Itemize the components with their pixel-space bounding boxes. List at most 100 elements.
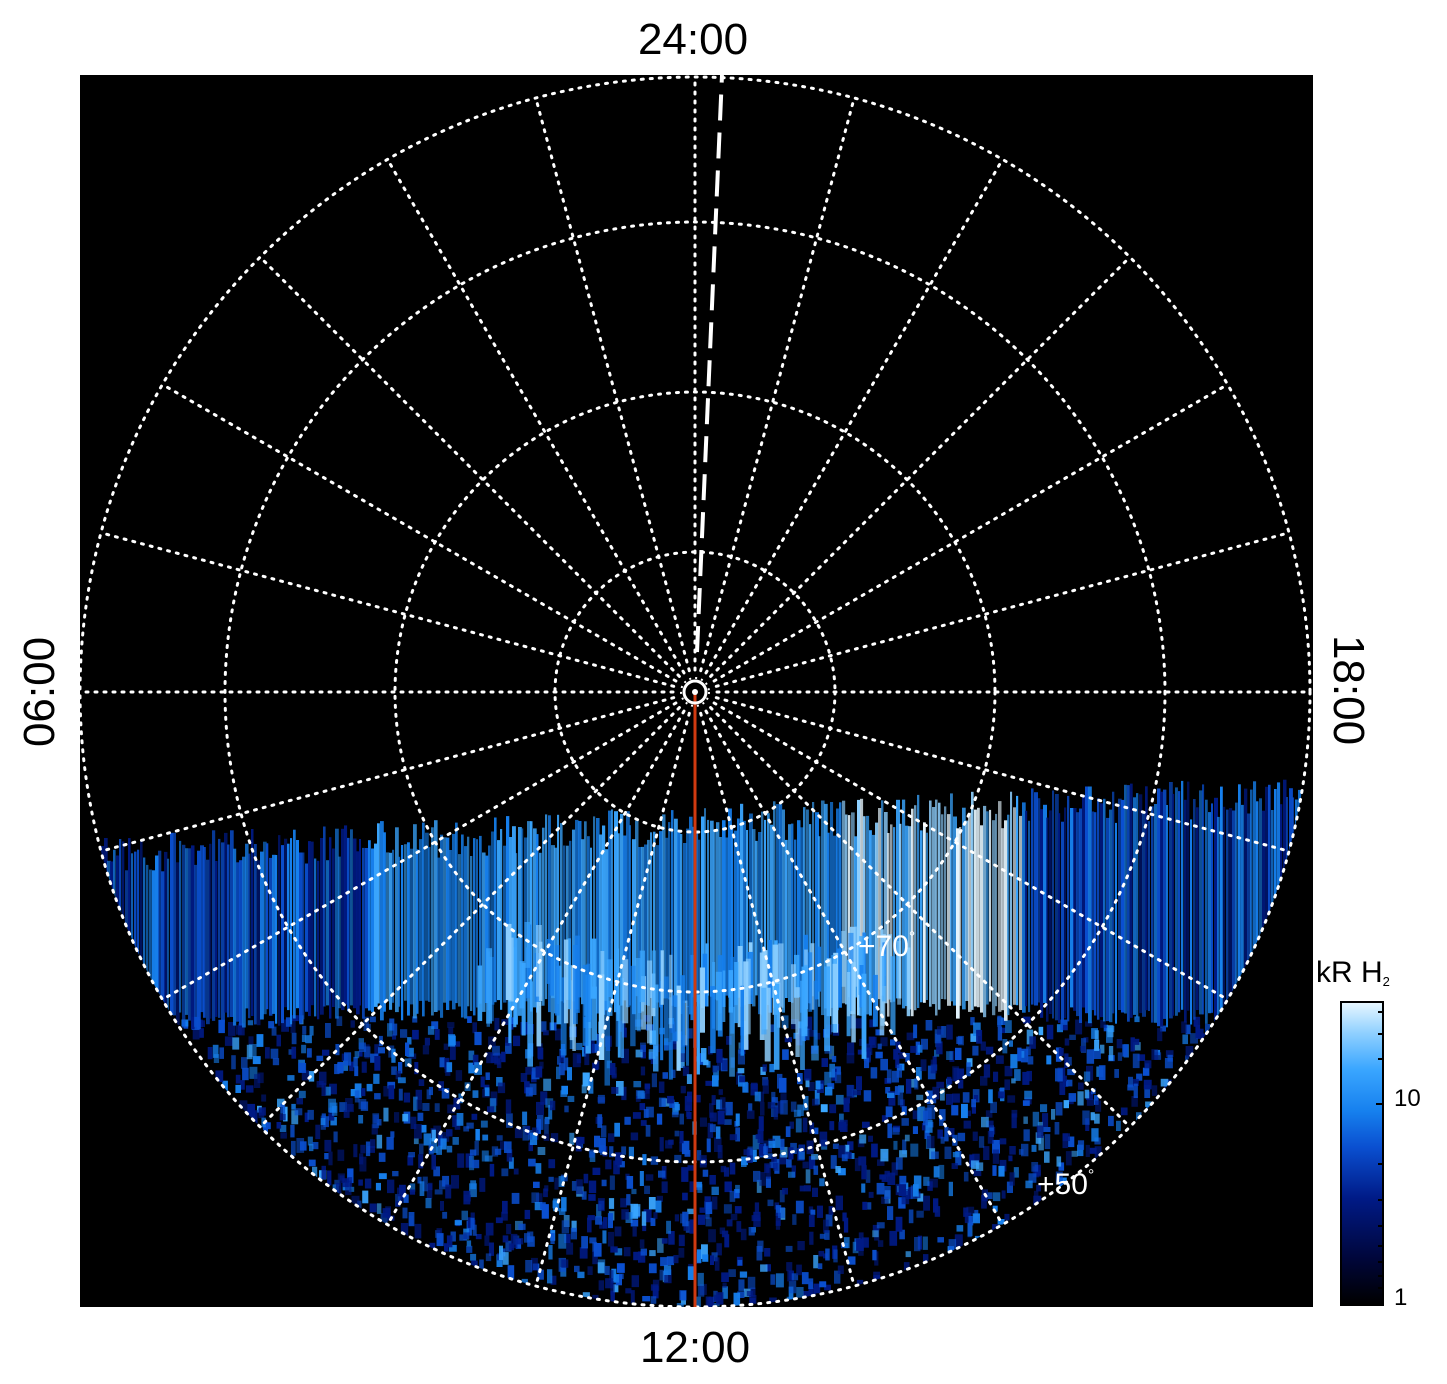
emission-speckle: [707, 1297, 713, 1307]
emission-speckle: [711, 1186, 719, 1195]
auroral-band-streak: [344, 825, 348, 1005]
emission-speckle: [602, 1217, 608, 1229]
emission-speckle: [1084, 1089, 1090, 1099]
emission-speckle: [876, 1222, 885, 1229]
emission-speckle: [796, 1287, 804, 1298]
meridian-line: [704, 709, 1004, 1227]
emission-speckle: [946, 1093, 953, 1105]
emission-speckle: [601, 1125, 607, 1138]
emission-speckle: [724, 1234, 730, 1248]
auroral-band-streak: [188, 848, 191, 1021]
latitude-label-50: +50°: [1037, 1167, 1095, 1201]
emission-speckle: [914, 1237, 921, 1252]
emission-speckle: [245, 1085, 254, 1093]
emission-speckle: [810, 1209, 816, 1215]
emission-speckle: [561, 1197, 567, 1212]
auroral-band-streak: [575, 819, 579, 1010]
emission-speckle: [1026, 1046, 1031, 1056]
emission-speckle: [753, 1217, 761, 1227]
emission-speckle: [294, 1108, 303, 1116]
auroral-band-streak: [959, 827, 962, 1006]
emission-speckle: [641, 1211, 647, 1226]
auroral-band-streak: [419, 839, 423, 1001]
auroral-band-streak: [1286, 797, 1288, 1027]
emission-speckle: [482, 1134, 489, 1141]
emission-speckle: [643, 1015, 651, 1022]
emission-speckle: [754, 1091, 761, 1102]
emission-speckle: [358, 1051, 363, 1057]
emission-speckle: [1116, 1039, 1123, 1049]
auroral-band-streak: [860, 798, 864, 1008]
emission-speckle: [1185, 1046, 1194, 1058]
auroral-band-streak: [1022, 802, 1026, 1013]
emission-speckle: [524, 1209, 531, 1220]
emission-speckle: [999, 1159, 1007, 1172]
auroral-band-streak: [647, 839, 650, 1006]
emission-speckle: [674, 1130, 680, 1137]
auroral-band-streak: [725, 837, 729, 996]
emission-speckle: [845, 1151, 852, 1159]
emission-speckle: [543, 1188, 548, 1198]
auroral-band-streak: [863, 816, 866, 1012]
emission-speckle: [504, 1141, 512, 1153]
emission-speckle: [291, 1140, 296, 1156]
auroral-band-streak: [302, 852, 305, 1020]
emission-speckle: [706, 1138, 711, 1153]
emission-speckle: [829, 1121, 835, 1131]
emission-speckle: [545, 1098, 554, 1108]
emission-speckle: [1046, 1024, 1054, 1040]
auroral-band-streak: [1220, 786, 1223, 1023]
auroral-band-streak: [365, 848, 369, 1009]
emission-speckle: [528, 1142, 533, 1152]
emission-speckle: [584, 1051, 590, 1066]
emission-speckle: [631, 1275, 639, 1288]
emission-speckle: [946, 1051, 953, 1060]
emission-speckle: [1020, 1048, 1029, 1063]
emission-speckle: [888, 1091, 896, 1106]
auroral-band-streak: [929, 800, 932, 1007]
auroral-band-streak: [677, 830, 681, 1007]
local-time-label-noon: 12:00: [639, 1323, 751, 1372]
emission-speckle: [324, 1153, 329, 1160]
emission-speckle: [818, 1250, 825, 1257]
emission-speckle: [785, 1126, 791, 1137]
emission-speckle: [539, 1061, 544, 1069]
emission-speckle: [635, 1096, 641, 1102]
emission-speckle: [736, 1221, 742, 1233]
auroral-band-streak: [374, 843, 378, 1007]
emission-speckle: [895, 1216, 903, 1232]
emission-speckle: [674, 1214, 680, 1222]
emission-speckle: [271, 1026, 277, 1036]
emission-speckle: [1164, 1057, 1173, 1069]
emission-speckle: [729, 1162, 736, 1175]
emission-speckle: [1011, 1113, 1017, 1129]
auroral-band-streak: [1037, 798, 1041, 1003]
auroral-emission-layer: [98, 779, 1302, 1307]
emission-speckle: [588, 1194, 596, 1201]
emission-speckle: [485, 1222, 494, 1236]
auroral-band-streak: [1055, 794, 1059, 1021]
auroral-band-streak: [602, 825, 606, 1015]
emission-speckle: [733, 1292, 741, 1307]
auroral-band-streak: [641, 846, 645, 1012]
emission-speckle: [337, 1149, 345, 1161]
emission-speckle: [1060, 1019, 1068, 1030]
emission-speckle: [474, 1140, 479, 1156]
emission-speckle: [973, 1095, 979, 1102]
emission-speckle: [933, 1198, 939, 1213]
emission-speckle: [563, 1057, 569, 1071]
auroral-band-streak: [113, 849, 116, 1017]
emission-speckle: [824, 1230, 830, 1240]
emission-speckle: [463, 1126, 470, 1132]
dayside-arc-streak: [851, 962, 856, 1043]
emission-speckle: [604, 1265, 610, 1275]
auroral-band-streak: [377, 823, 380, 1004]
auroral-band-streak: [338, 856, 341, 1009]
emission-speckle: [587, 1266, 593, 1275]
emission-speckle: [557, 1056, 561, 1065]
meridian-line: [709, 706, 1132, 1129]
emission-speckle: [403, 1092, 411, 1103]
emission-speckle: [711, 1252, 718, 1262]
emission-speckle: [924, 1130, 930, 1139]
auroral-band-streak: [410, 848, 414, 1005]
